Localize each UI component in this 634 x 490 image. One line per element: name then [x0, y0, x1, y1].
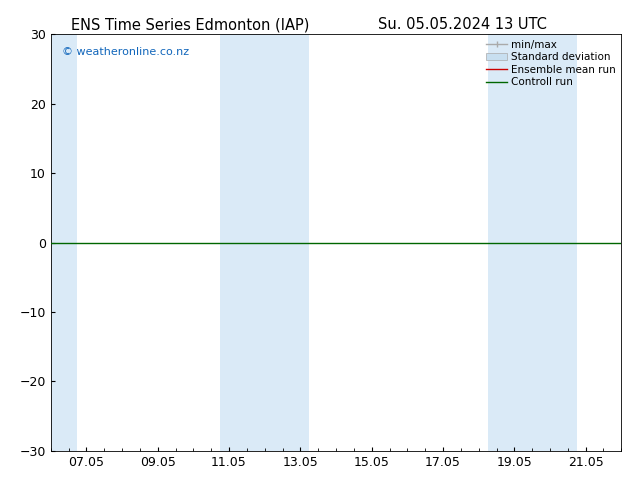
Legend: min/max, Standard deviation, Ensemble mean run, Controll run: min/max, Standard deviation, Ensemble me… — [484, 37, 618, 89]
Bar — [220, 34, 264, 451]
Bar — [264, 34, 309, 451]
Bar — [532, 34, 577, 451]
Text: © weatheronline.co.nz: © weatheronline.co.nz — [62, 47, 190, 57]
Text: ENS Time Series Edmonton (IAP): ENS Time Series Edmonton (IAP) — [71, 17, 309, 32]
Bar — [488, 34, 532, 451]
Text: Su. 05.05.2024 13 UTC: Su. 05.05.2024 13 UTC — [378, 17, 547, 32]
Bar — [51, 34, 77, 451]
